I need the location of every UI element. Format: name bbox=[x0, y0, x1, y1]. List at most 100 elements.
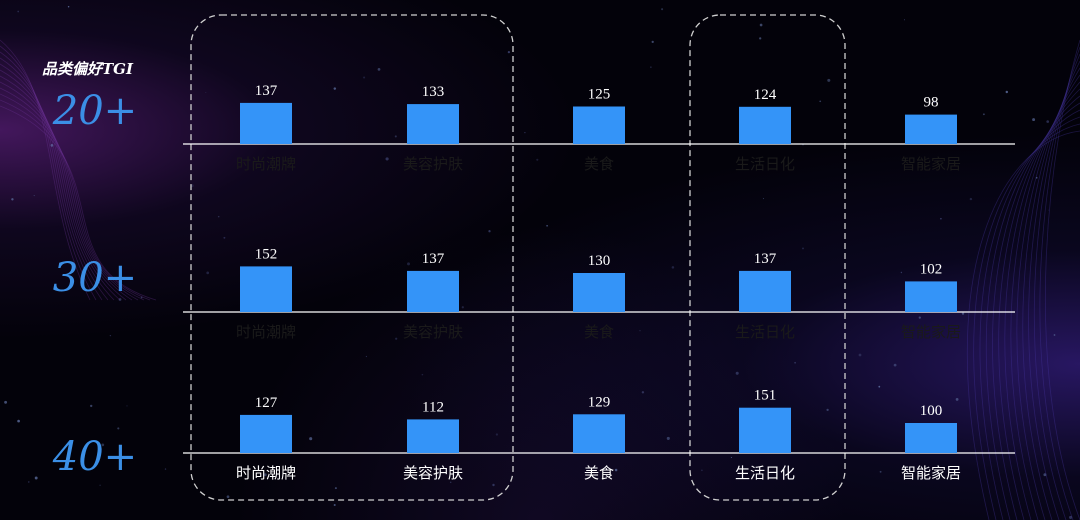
value-label: 137 bbox=[422, 251, 445, 267]
value-label: 127 bbox=[255, 395, 278, 411]
star-dot bbox=[641, 391, 645, 394]
value-label: 125 bbox=[588, 87, 611, 103]
category-label: 美容护肤 bbox=[403, 323, 463, 341]
bar bbox=[573, 414, 625, 453]
value-label: 112 bbox=[422, 399, 444, 415]
swirl-line bbox=[0, 45, 97, 301]
swirl-line bbox=[0, 39, 91, 301]
star-dot bbox=[226, 495, 230, 499]
star-dot bbox=[1053, 334, 1056, 336]
star-dot bbox=[524, 131, 526, 134]
bar bbox=[573, 273, 625, 312]
row-label: 40+ bbox=[52, 434, 137, 480]
star-dot bbox=[461, 306, 464, 309]
value-label: 124 bbox=[754, 87, 777, 103]
star-dot bbox=[1035, 176, 1038, 179]
swirl-line bbox=[0, 57, 109, 301]
value-label: 137 bbox=[754, 251, 777, 267]
star-dot bbox=[614, 468, 618, 472]
star-dot bbox=[735, 371, 739, 375]
star-dot bbox=[507, 50, 511, 54]
star-dot bbox=[488, 230, 491, 233]
star-dot bbox=[206, 271, 210, 275]
star-dot bbox=[223, 236, 226, 239]
value-label: 100 bbox=[920, 403, 943, 419]
swirl-line bbox=[0, 51, 103, 301]
swirl-line bbox=[1016, 74, 1080, 520]
star-dot bbox=[879, 470, 882, 473]
swirl-line bbox=[1028, 60, 1080, 520]
value-label: 102 bbox=[920, 261, 943, 277]
swirl-line bbox=[0, 99, 151, 301]
star-dot bbox=[140, 296, 143, 299]
star-dot bbox=[1032, 118, 1036, 122]
star-dot bbox=[50, 144, 54, 147]
value-label: 152 bbox=[255, 246, 278, 262]
category-label: 美食 bbox=[584, 464, 614, 482]
swirl-line bbox=[973, 123, 1080, 520]
star-dot bbox=[858, 353, 862, 357]
star-dot bbox=[394, 135, 397, 138]
category-label: 智能家居 bbox=[901, 464, 961, 482]
category-label: 生活日化 bbox=[735, 323, 795, 341]
chart-title: 品类偏好TGI bbox=[42, 60, 134, 78]
star-dot bbox=[955, 398, 959, 401]
star-dot bbox=[385, 157, 389, 161]
swirl-line bbox=[998, 95, 1080, 520]
bar bbox=[407, 104, 459, 144]
star-dot bbox=[309, 437, 313, 441]
star-dot bbox=[118, 298, 122, 301]
star-dot bbox=[918, 316, 921, 319]
row-40-plus: 40+ 127 时尚潮牌 112 美容护肤 129 美食 151 生活日化 100 智能家居 bbox=[52, 388, 1015, 482]
chart-rows: 20+ 137 时尚潮牌 133 美容护肤 125 美食 124 生活日化 98 智能家居 30+ 15… bbox=[52, 83, 1015, 482]
star-dot bbox=[205, 91, 207, 94]
star-dot bbox=[492, 483, 495, 487]
value-label: 137 bbox=[255, 83, 278, 99]
star-dot bbox=[164, 468, 167, 470]
star-dot bbox=[90, 404, 93, 408]
swirl-line bbox=[0, 63, 115, 301]
star-dot bbox=[650, 66, 652, 68]
star-dot bbox=[819, 100, 822, 103]
value-label: 129 bbox=[588, 394, 611, 410]
star-dot bbox=[395, 337, 398, 340]
category-label: 美容护肤 bbox=[403, 464, 463, 482]
row-label: 20+ bbox=[52, 88, 137, 134]
star-dot bbox=[17, 10, 20, 13]
highlight-boxes bbox=[190, 14, 846, 501]
star-dot bbox=[893, 363, 897, 367]
star-dot bbox=[826, 408, 829, 412]
star-dot bbox=[109, 334, 112, 337]
row-20-plus: 20+ 137 时尚潮牌 133 美容护肤 125 美食 124 生活日化 98 智能家居 bbox=[52, 83, 1015, 173]
category-label: 时尚潮牌 bbox=[236, 464, 296, 482]
value-label: 98 bbox=[924, 95, 939, 111]
swirl-line bbox=[1033, 53, 1080, 520]
bar bbox=[739, 106, 791, 144]
bar bbox=[905, 114, 957, 144]
star-dot bbox=[333, 503, 336, 507]
bar bbox=[407, 270, 459, 312]
star-dot bbox=[759, 23, 763, 27]
star-dot bbox=[377, 68, 381, 71]
star-dot bbox=[1005, 90, 1009, 94]
star-dot bbox=[651, 40, 654, 44]
star-dot bbox=[940, 217, 942, 220]
bar bbox=[739, 407, 791, 453]
category-label: 生活日化 bbox=[735, 464, 795, 482]
row-30-plus: 30+ 152 时尚潮牌 137 美容护肤 130 美食 137 生活日化 102 智能家居 bbox=[53, 246, 1015, 341]
highlight-box bbox=[689, 14, 846, 501]
star-dot bbox=[334, 487, 337, 490]
swirl-line bbox=[979, 116, 1080, 520]
category-label: 美食 bbox=[584, 155, 614, 173]
star-dot bbox=[495, 433, 499, 436]
value-label: 151 bbox=[754, 388, 777, 404]
star-dot bbox=[762, 198, 765, 200]
value-label: 130 bbox=[588, 253, 611, 269]
swirl-line bbox=[0, 93, 145, 301]
category-label: 时尚潮牌 bbox=[236, 323, 296, 341]
row-label: 30+ bbox=[53, 255, 137, 301]
swirl-line bbox=[0, 81, 133, 301]
star-dot bbox=[363, 76, 366, 79]
star-dot bbox=[903, 19, 906, 21]
